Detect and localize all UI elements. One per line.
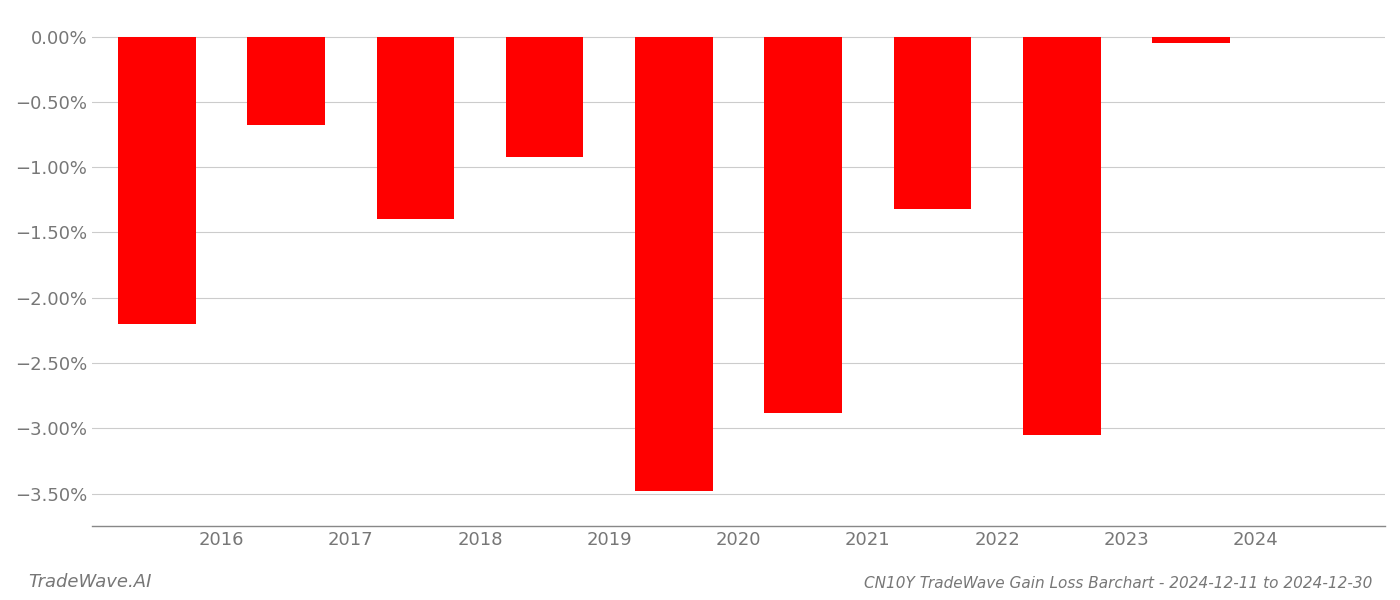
Bar: [248, 37, 325, 125]
Bar: [505, 37, 584, 157]
Text: TradeWave.AI: TradeWave.AI: [28, 573, 151, 591]
Bar: [1152, 37, 1229, 43]
Text: CN10Y TradeWave Gain Loss Barchart - 2024-12-11 to 2024-12-30: CN10Y TradeWave Gain Loss Barchart - 202…: [864, 576, 1372, 591]
Bar: [1023, 37, 1100, 435]
Bar: [764, 37, 841, 413]
Bar: [636, 37, 713, 491]
Bar: [118, 37, 196, 324]
Bar: [893, 37, 972, 209]
Bar: [377, 37, 454, 220]
